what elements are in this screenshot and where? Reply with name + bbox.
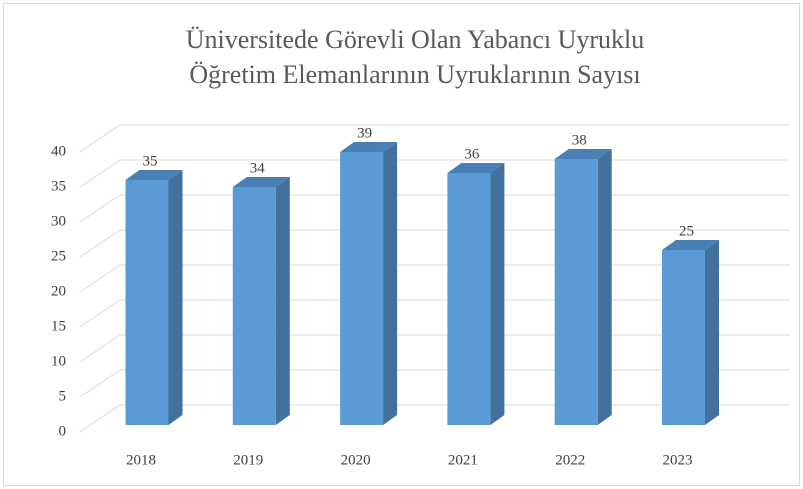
bar <box>662 250 705 425</box>
bar-top <box>662 240 719 250</box>
data-label: 36 <box>464 146 480 162</box>
x-tick-label: 2021 <box>448 452 478 468</box>
y-tick-label: 0 <box>59 423 67 439</box>
x-tick-label: 2023 <box>663 452 693 468</box>
bar-top <box>232 177 290 187</box>
grid-line <box>79 264 121 293</box>
bar <box>232 187 276 425</box>
data-label: 38 <box>572 132 587 148</box>
grid-line <box>79 194 121 223</box>
bar-side <box>597 149 612 425</box>
bar-side <box>275 177 290 425</box>
y-tick-label: 20 <box>51 283 66 299</box>
bar <box>554 159 598 425</box>
data-label: 39 <box>357 125 372 141</box>
grid-line <box>79 229 121 258</box>
grid-line <box>79 369 121 398</box>
bar-side <box>705 240 719 425</box>
x-tick-label: 2020 <box>341 452 371 468</box>
data-label: 25 <box>679 223 694 239</box>
y-tick-label: 10 <box>51 353 66 369</box>
y-tick-label: 15 <box>51 318 66 334</box>
data-label: 35 <box>143 153 158 169</box>
bar <box>447 173 491 425</box>
chart-title: Üniversitede Görevli Olan Yabancı Uyrukl… <box>186 25 645 54</box>
y-tick-label: 30 <box>51 213 66 229</box>
grid-line <box>79 124 121 153</box>
y-tick-label: 40 <box>51 143 66 159</box>
chart-title: Öğretim Elemanlarının Uyruklarının Sayıs… <box>189 60 640 89</box>
x-tick-label: 2018 <box>126 452 156 468</box>
bar-top <box>554 149 612 159</box>
bar-top <box>125 170 183 180</box>
bar-side <box>168 170 183 425</box>
bar-side <box>383 142 398 425</box>
x-tick-label: 2022 <box>555 452 585 468</box>
y-tick-label: 35 <box>51 178 66 194</box>
bar <box>340 152 384 425</box>
y-tick-label: 5 <box>59 388 67 404</box>
data-label: 34 <box>250 160 266 176</box>
x-tick-label: 2019 <box>233 452 263 468</box>
bar-top <box>340 142 398 152</box>
grid-line <box>79 299 121 328</box>
y-tick-label: 25 <box>51 248 66 264</box>
grid-line <box>79 159 121 188</box>
bar-side <box>490 163 505 425</box>
grid-line <box>79 404 121 433</box>
bar <box>125 180 169 425</box>
bar-top <box>447 163 505 173</box>
grid-line <box>79 334 121 363</box>
